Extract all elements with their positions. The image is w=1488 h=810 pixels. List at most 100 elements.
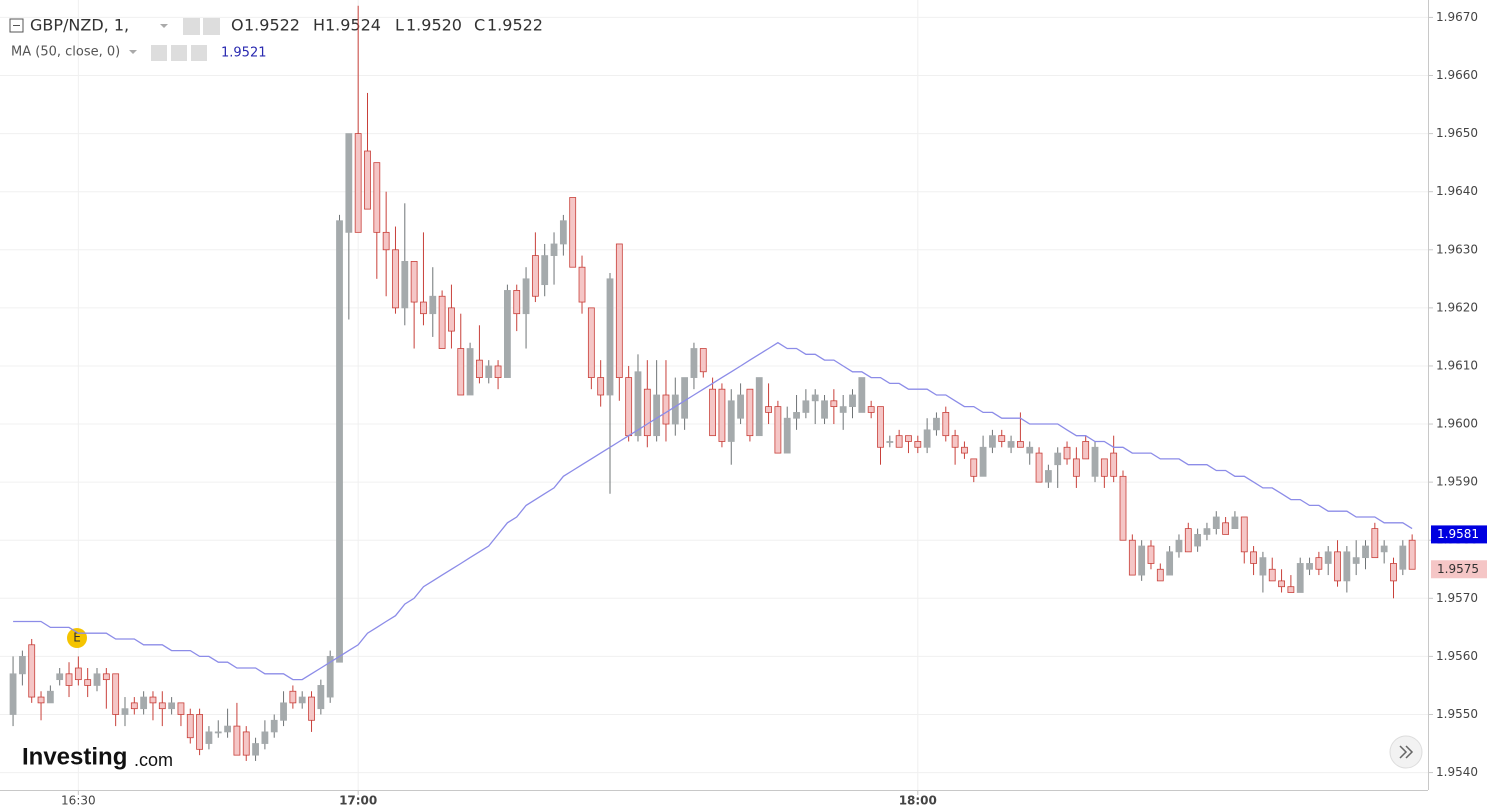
candle-body [1371, 528, 1379, 559]
candle-body [261, 731, 269, 744]
candle-body [410, 260, 418, 303]
y-tick-label: 1.9560 [1436, 649, 1478, 663]
candle-body [858, 377, 866, 413]
candle-body [37, 696, 45, 704]
dropdown-arrow[interactable] [160, 24, 168, 28]
candle-body [429, 295, 437, 315]
y-tick-label: 1.9590 [1436, 475, 1478, 489]
ma-dropdown[interactable] [129, 50, 137, 54]
candle-body [1035, 452, 1043, 483]
x-tick-label: 16:30 [61, 794, 96, 808]
candle-body [1296, 563, 1304, 593]
ma-settings-icon[interactable] [171, 45, 187, 61]
candle-body [1091, 446, 1099, 477]
candle-body [196, 714, 204, 750]
candle-body [802, 400, 810, 413]
candle-body [28, 644, 36, 698]
candle-body [1128, 539, 1136, 576]
candle-body [681, 377, 689, 419]
candle-body [1268, 568, 1276, 582]
grid [0, 0, 1428, 790]
candle-body [914, 441, 922, 448]
candle-body [559, 220, 567, 245]
candle-body [93, 673, 101, 686]
scroll-icon [1399, 745, 1414, 759]
candle-body [1026, 446, 1034, 454]
candle-body [970, 458, 978, 477]
candle-body [289, 690, 297, 704]
y-tick-label: 1.9550 [1436, 707, 1478, 721]
candle-body [205, 731, 213, 744]
candle-body [737, 394, 744, 419]
candle-body [849, 394, 856, 408]
logo: Investing [22, 743, 127, 770]
candle-body [364, 150, 371, 210]
candle-body [877, 406, 884, 448]
candle-body [1138, 545, 1146, 576]
open-value: 1.9522 [244, 16, 300, 35]
candle-body [569, 197, 577, 268]
high-value: 1.9524 [325, 16, 381, 35]
candle-body [727, 400, 735, 442]
candle-body [112, 673, 120, 715]
candle-body [56, 673, 64, 681]
y-tick-label: 1.9540 [1436, 765, 1478, 779]
candle-body [1222, 522, 1229, 535]
candle-body [597, 377, 605, 396]
candle-body [504, 290, 511, 378]
ma-name: MA (50, close, 0) [11, 45, 120, 60]
settings-icon[interactable] [203, 18, 220, 35]
candle-body [615, 243, 623, 378]
candle-body [755, 377, 763, 437]
candle-body [1007, 441, 1015, 448]
candle-body [895, 435, 903, 448]
candle-body [578, 266, 586, 303]
candle-body [1352, 557, 1360, 564]
candle-body [587, 307, 595, 378]
candle-body [466, 348, 474, 396]
candle-body [74, 667, 82, 681]
ma-value: 1.9521 [221, 46, 267, 61]
symbol: GBP/NZD, 1, [30, 16, 129, 35]
candle-body [821, 400, 828, 419]
logo-suffix: .com [134, 750, 173, 770]
candle-body [130, 702, 138, 710]
candles [9, 5, 1416, 761]
candle-body [1212, 516, 1220, 530]
candle-body [438, 295, 446, 349]
candle-body [1063, 446, 1071, 460]
candle-body [392, 249, 399, 309]
candle-body [1016, 441, 1024, 448]
candle-body [1390, 563, 1397, 582]
ma-eye-icon[interactable] [151, 45, 167, 61]
legend: GBP/NZD, 1, O 1.9522 H 1.9524 L 1.9520 C… [9, 16, 543, 61]
candle-body [1231, 516, 1239, 530]
candle-body [9, 673, 17, 715]
candle-body [746, 388, 754, 437]
candle-body [1072, 458, 1080, 477]
candle-body [270, 719, 278, 733]
candle-body [84, 679, 92, 686]
candle-body [867, 406, 875, 413]
candle-body [18, 655, 26, 675]
y-tick-label: 1.9620 [1436, 300, 1478, 314]
candle-body [317, 685, 325, 710]
candle-body [158, 702, 166, 710]
y-tick-label: 1.9640 [1436, 184, 1478, 198]
ma-remove-icon[interactable] [191, 45, 207, 61]
candle-body [140, 696, 148, 710]
candle-body [690, 348, 698, 378]
candle-body [457, 348, 465, 396]
close-label: C [474, 16, 485, 35]
collapse-icon[interactable] [9, 18, 24, 33]
candle-body [1287, 586, 1295, 593]
candle-body [186, 714, 194, 739]
candle-body [811, 394, 819, 402]
candle-body [886, 441, 894, 443]
candle-body [354, 133, 362, 233]
candle-body [298, 696, 306, 704]
candle-body [1362, 545, 1369, 559]
candle-body [671, 394, 679, 425]
eye-icon[interactable] [183, 18, 200, 35]
